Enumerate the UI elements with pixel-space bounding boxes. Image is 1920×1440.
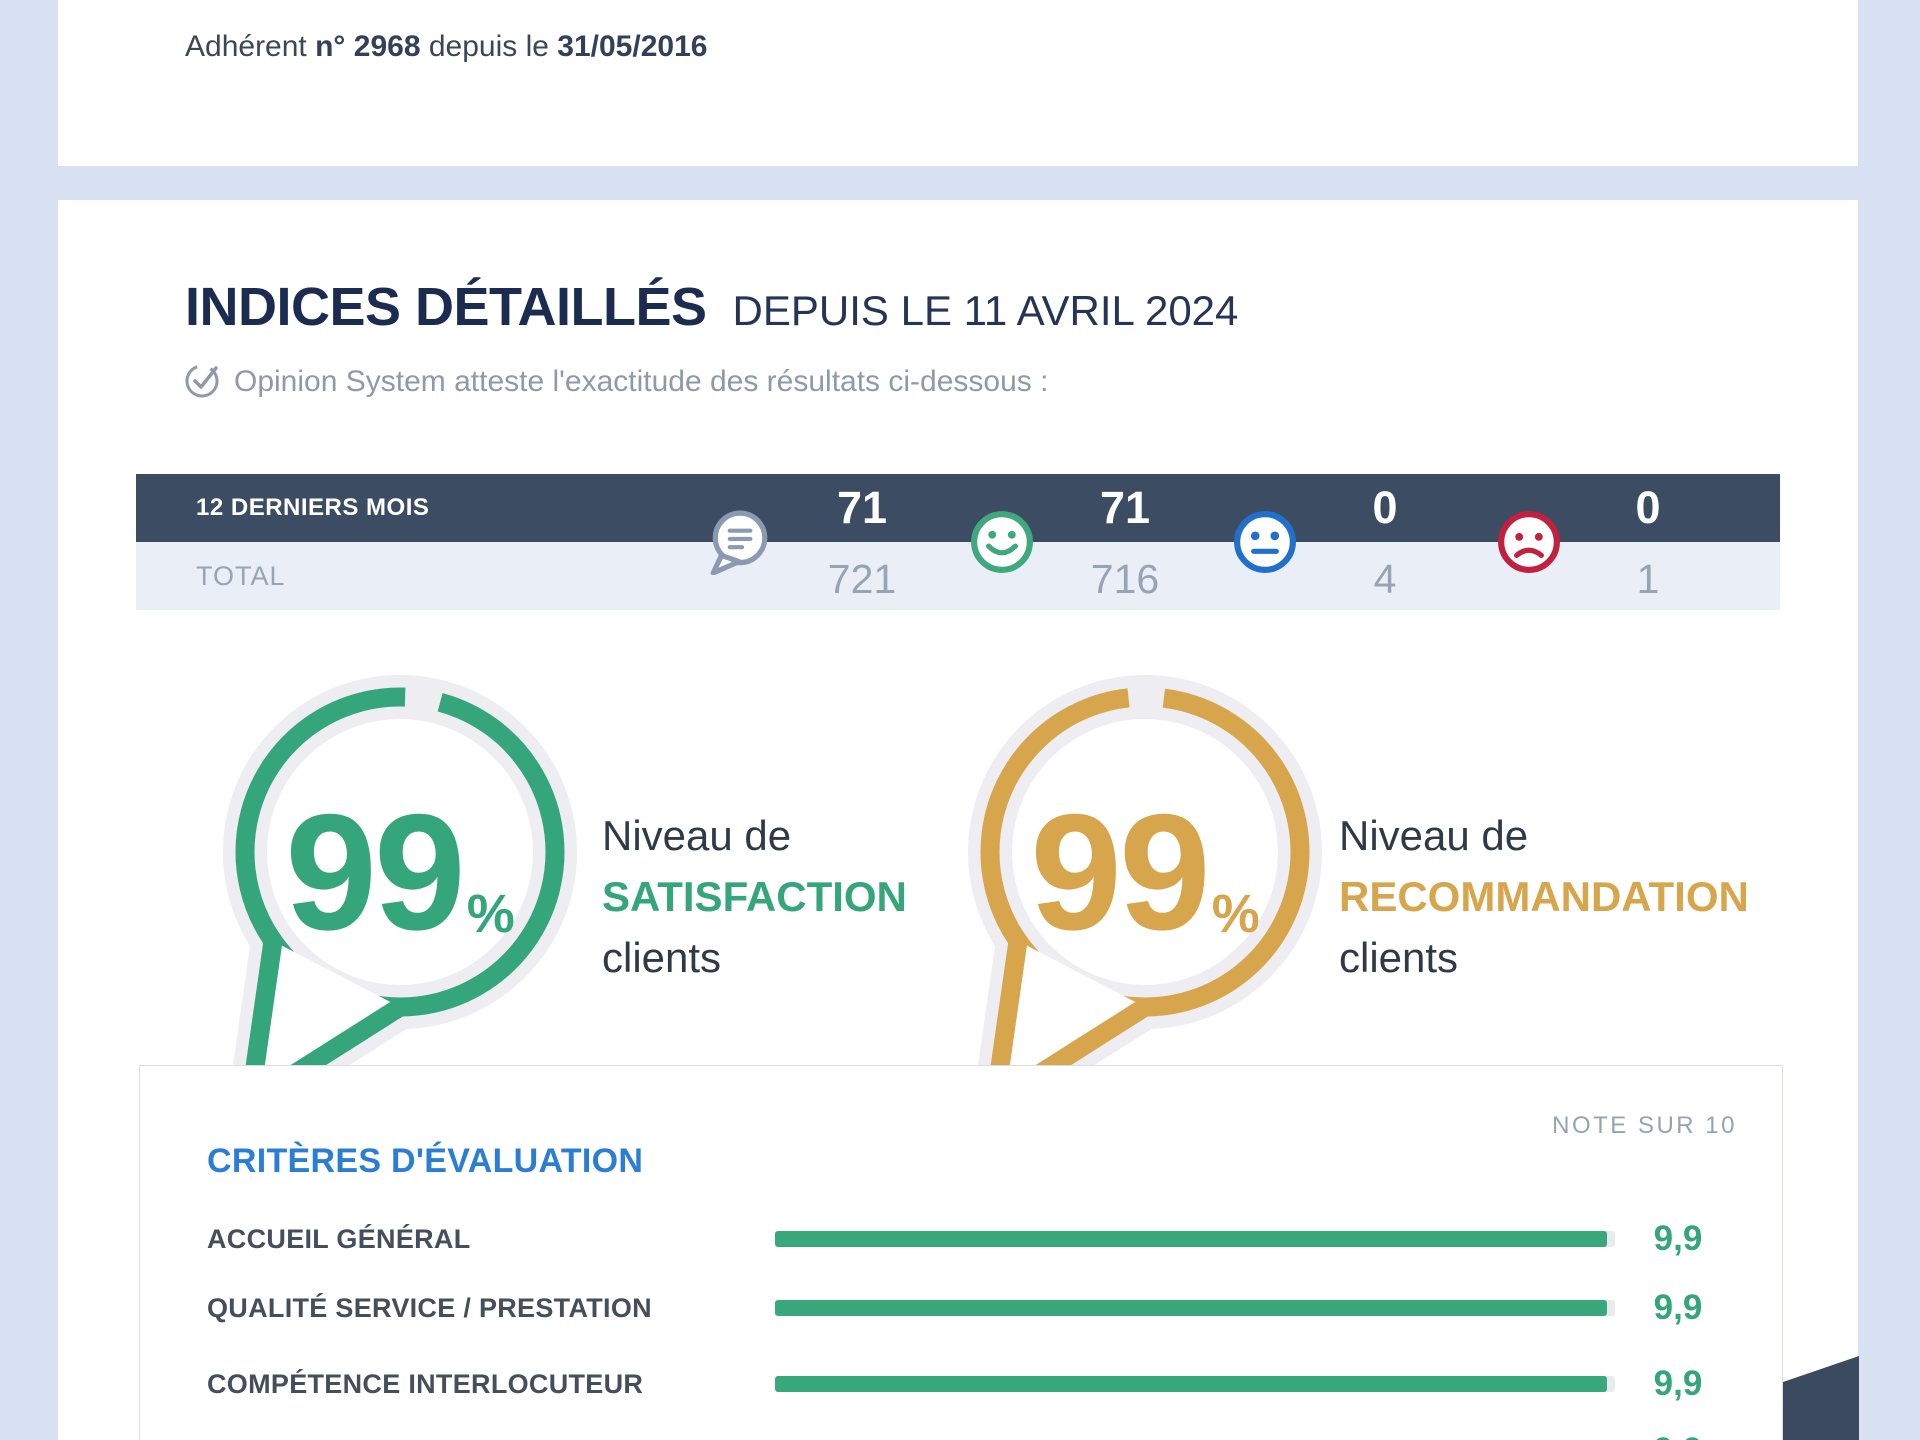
indices-card: INDICES DÉTAILLÉS DEPUIS LE 11 AVRIL 202… xyxy=(58,200,1859,1440)
satisfaction-gauge: 99 % xyxy=(190,672,610,1124)
page-title: INDICES DÉTAILLÉS xyxy=(185,277,707,337)
criteria-label: QUALITÉ SERVICE / PRESTATION xyxy=(207,1292,652,1323)
value-comments-total: 721 xyxy=(827,556,897,602)
criteria-row: ACCUEIL GÉNÉRAL 9,9 xyxy=(140,1209,1782,1269)
recommendation-percent: 99 xyxy=(1030,780,1211,964)
satisfaction-percent-sign: % xyxy=(466,884,515,944)
criteria-score: 9,9 xyxy=(1598,1421,1758,1440)
summary-table: 12 DERNIERS MOIS 71 71 0 0 TOTAL 721 716… xyxy=(136,474,1780,610)
page-title-period: DEPUIS LE 11 AVRIL 2024 xyxy=(732,287,1239,334)
recommendation-value: 99 % xyxy=(935,790,1355,955)
member-line: Adhérent n° 2968 depuis le 31/05/2016 xyxy=(185,30,707,64)
recommendation-caption-line2: RECOMMANDATION xyxy=(1339,873,1749,920)
value-sad-12m: 0 xyxy=(1635,482,1661,533)
corner-ribbon-decoration xyxy=(1783,1356,1859,1440)
recommendation-caption-line3: clients xyxy=(1339,934,1459,981)
satisfaction-value: 99 % xyxy=(190,790,610,955)
member-number: n° 2968 xyxy=(315,30,421,63)
happy-face-icon xyxy=(969,509,1035,575)
value-neutral-12m: 0 xyxy=(1372,482,1398,533)
satisfaction-caption-line1: Niveau de xyxy=(602,812,792,859)
criteria-label: ACCOMPAGNEMENT SUIVI FINAL xyxy=(207,1421,652,1440)
recommendation-caption: Niveau de RECOMMANDATION clients xyxy=(1339,805,1749,988)
value-happy-total: 716 xyxy=(1090,556,1160,602)
row-label-total: TOTAL xyxy=(196,560,286,591)
criteria-label: ACCUEIL GÉNÉRAL xyxy=(207,1223,471,1254)
satisfaction-percent: 99 xyxy=(285,780,466,964)
summary-row-12-months: 12 DERNIERS MOIS 71 71 0 0 xyxy=(136,474,1780,542)
member-card: Adhérent n° 2968 depuis le 31/05/2016 xyxy=(58,0,1858,166)
neutral-face-icon xyxy=(1232,509,1298,575)
member-date: 31/05/2016 xyxy=(557,30,708,63)
criteria-score: 9,9 xyxy=(1653,1219,1703,1258)
score-bar xyxy=(775,1231,1607,1247)
score-bar-track xyxy=(775,1300,1615,1316)
criteria-row: COMPÉTENCE INTERLOCUTEUR 9,9 xyxy=(140,1354,1782,1414)
satisfaction-gauge-ring xyxy=(223,675,577,1124)
satisfaction-caption-line2: SATISFACTION xyxy=(602,873,907,920)
value-sad-total: 1 xyxy=(1636,556,1660,602)
criteria-row: ACCOMPAGNEMENT SUIVI FINAL 9,9 xyxy=(140,1421,1782,1440)
criteria-row: QUALITÉ SERVICE / PRESTATION 9,9 xyxy=(140,1278,1782,1338)
member-prefix: Adhérent xyxy=(185,30,307,63)
row-label-12-months: 12 DERNIERS MOIS xyxy=(196,494,430,521)
satisfaction-caption-line3: clients xyxy=(602,934,722,981)
member-middle: depuis le xyxy=(428,30,549,63)
criteria-score: 9,9 xyxy=(1653,1364,1703,1403)
comment-bubble-icon xyxy=(706,509,772,576)
score-bar-track xyxy=(775,1376,1615,1392)
criteria-score: 9,9 xyxy=(1653,1288,1703,1327)
value-neutral-total: 4 xyxy=(1373,556,1397,602)
criteria-box: CRITÈRES D'ÉVALUATION NOTE SUR 10 ACCUEI… xyxy=(139,1065,1783,1440)
section-title-row: INDICES DÉTAILLÉS DEPUIS LE 11 AVRIL 202… xyxy=(185,276,1238,338)
criteria-scale-note: NOTE SUR 10 xyxy=(1552,1112,1737,1139)
check-circle-icon xyxy=(182,358,224,405)
value-comments-12m: 71 xyxy=(836,482,888,533)
satisfaction-caption: Niveau de SATISFACTION clients xyxy=(602,805,907,988)
score-bar xyxy=(775,1300,1607,1316)
sad-face-icon xyxy=(1496,509,1562,575)
recommendation-caption-line1: Niveau de xyxy=(1339,812,1529,859)
criteria-label: COMPÉTENCE INTERLOCUTEUR xyxy=(207,1368,644,1399)
attestation-text: Opinion System atteste l'exactitude des … xyxy=(234,364,1049,398)
recommendation-percent-sign: % xyxy=(1211,884,1260,944)
score-bar xyxy=(775,1376,1607,1392)
value-happy-12m: 71 xyxy=(1099,482,1151,533)
score-bar-track xyxy=(775,1231,1615,1247)
recommendation-gauge: 99 % xyxy=(935,672,1355,1124)
criteria-title: CRITÈRES D'ÉVALUATION xyxy=(207,1142,644,1180)
attestation-row: Opinion System atteste l'exactitude des … xyxy=(182,358,1048,405)
